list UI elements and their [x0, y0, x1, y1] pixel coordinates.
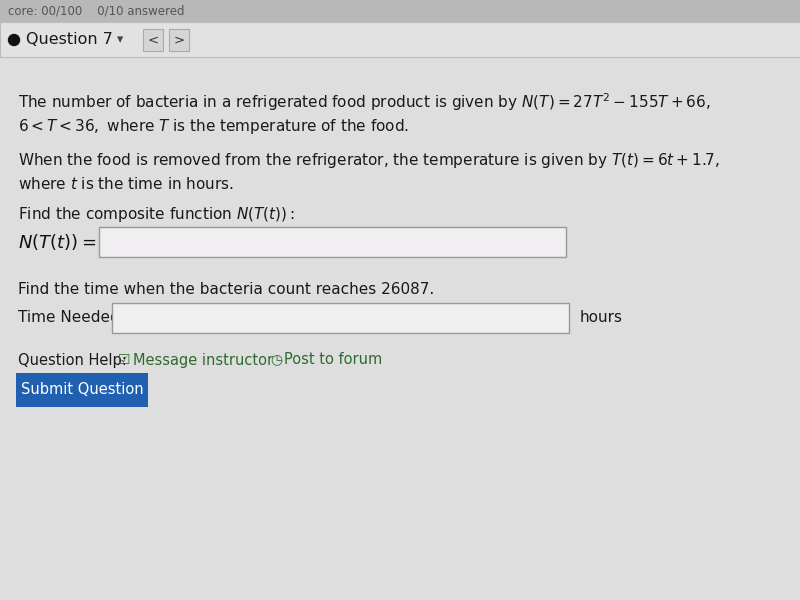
FancyBboxPatch shape	[0, 22, 800, 57]
Text: Time Needed =: Time Needed =	[18, 311, 138, 325]
Text: hours: hours	[580, 311, 623, 325]
Circle shape	[9, 34, 19, 46]
FancyBboxPatch shape	[169, 29, 189, 51]
Text: Question Help:: Question Help:	[18, 352, 126, 367]
FancyBboxPatch shape	[112, 303, 569, 333]
FancyBboxPatch shape	[0, 0, 800, 22]
Text: ▾: ▾	[117, 34, 123, 46]
Text: ☑: ☑	[118, 353, 130, 367]
Text: Find the time when the bacteria count reaches 26087.: Find the time when the bacteria count re…	[18, 283, 434, 298]
Text: Find the composite function $N(T(t)):$: Find the composite function $N(T(t)):$	[18, 205, 295, 224]
Text: Message instructor: Message instructor	[133, 352, 273, 367]
Text: <: <	[147, 34, 158, 46]
Text: Question 7: Question 7	[26, 32, 113, 47]
Text: >: >	[174, 34, 185, 46]
Text: When the food is removed from the refrigerator, the temperature is given by $T(t: When the food is removed from the refrig…	[18, 151, 720, 169]
Text: $N(T(t)) =$: $N(T(t)) =$	[18, 232, 96, 252]
Text: Submit Question: Submit Question	[21, 383, 143, 397]
FancyBboxPatch shape	[99, 227, 566, 257]
FancyBboxPatch shape	[143, 29, 163, 51]
Text: where $t$ is the time in hours.: where $t$ is the time in hours.	[18, 176, 234, 192]
FancyBboxPatch shape	[0, 57, 800, 600]
Text: ◷: ◷	[270, 353, 282, 367]
Text: core: 00/100    0/10 answered: core: 00/100 0/10 answered	[8, 4, 185, 17]
FancyBboxPatch shape	[16, 373, 148, 407]
Text: $6 < T < 36,$ where $T$ is the temperature of the food.: $6 < T < 36,$ where $T$ is the temperatu…	[18, 116, 409, 136]
Text: Post to forum: Post to forum	[284, 352, 382, 367]
Text: The number of bacteria in a refrigerated food product is given by $N(T) = 27T^2 : The number of bacteria in a refrigerated…	[18, 91, 710, 113]
